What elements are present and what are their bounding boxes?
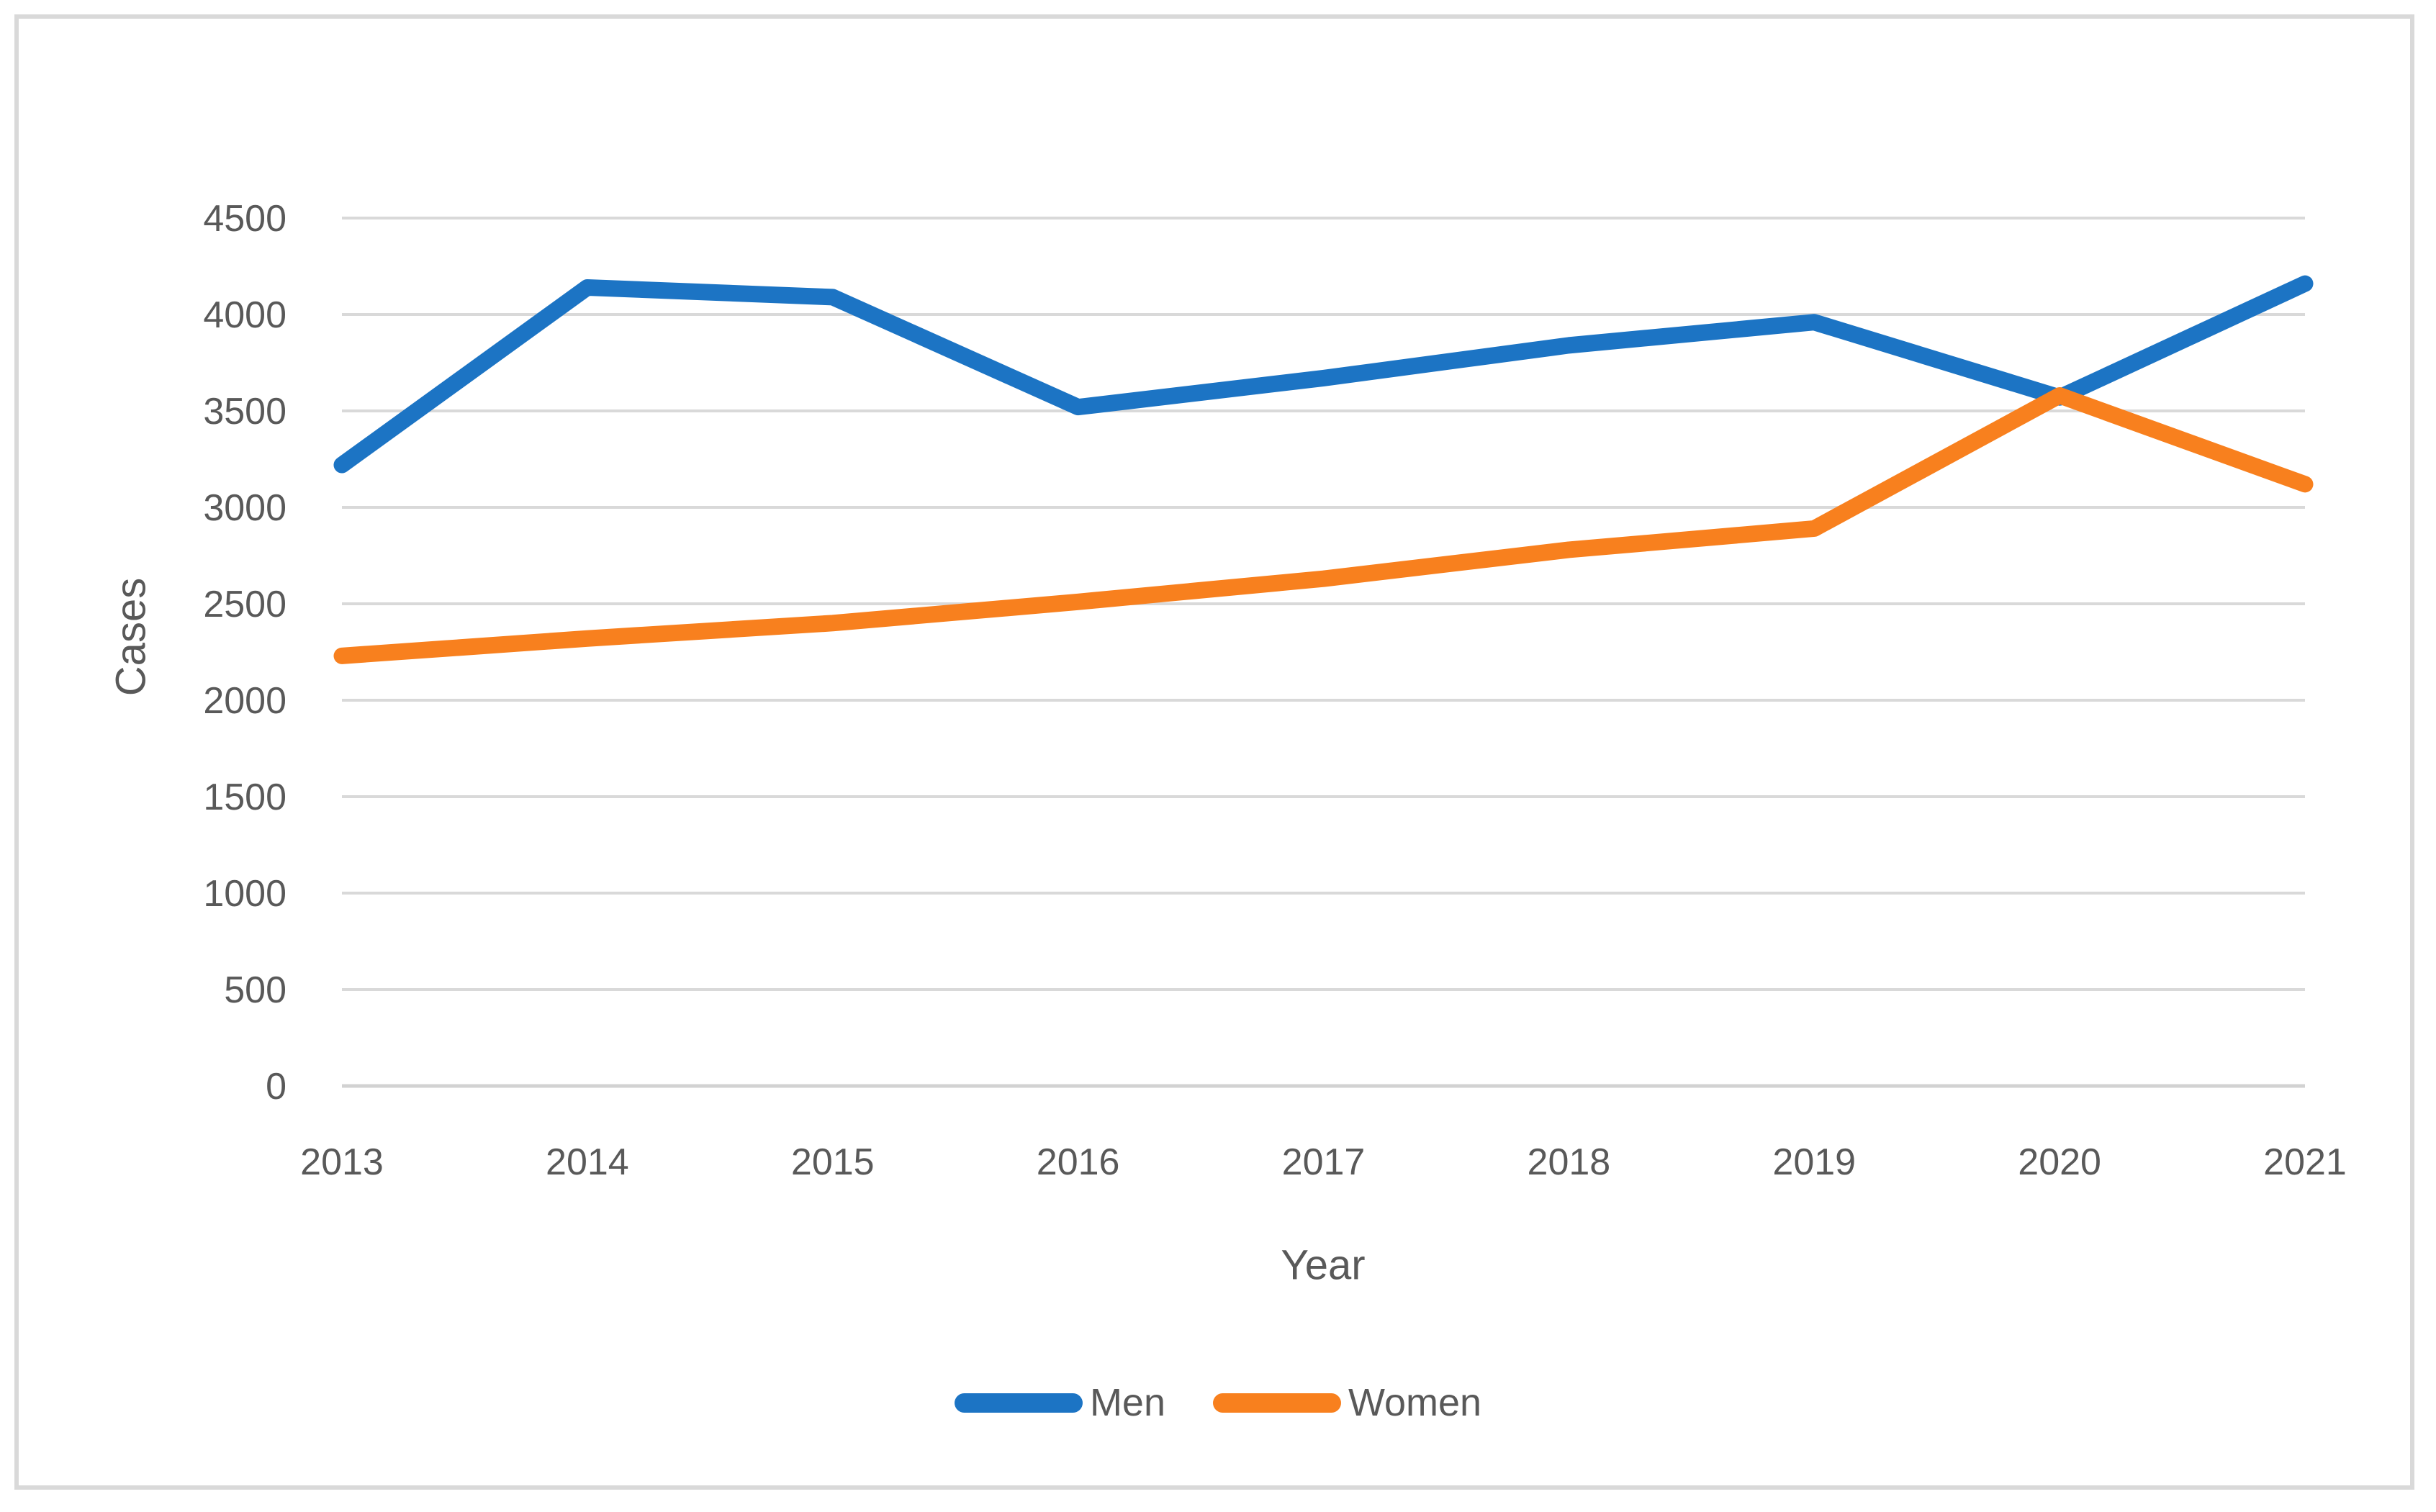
x-tick-label: 2020 (2018, 1141, 2101, 1183)
x-axis-title: Year (1281, 1241, 1366, 1289)
legend: Men Women (0, 1383, 2436, 1422)
x-tick-label: 2018 (1528, 1141, 1611, 1183)
y-tick-label: 0 (266, 1066, 287, 1108)
legend-item-men: Men (954, 1381, 1165, 1424)
x-tick-label: 2014 (546, 1141, 629, 1183)
y-tick-label: 4500 (203, 198, 287, 240)
x-tick-label: 2016 (1037, 1141, 1120, 1183)
y-tick-label: 1500 (203, 777, 287, 818)
women-series-swatch (1212, 1393, 1341, 1413)
chart-border-frame (14, 14, 2414, 1490)
legend-item-women: Women (1212, 1381, 1482, 1424)
y-tick-label: 3500 (203, 391, 287, 433)
men-series-swatch (954, 1393, 1083, 1413)
x-tick-label: 2017 (1282, 1141, 1366, 1183)
legend-label-women: Women (1348, 1381, 1482, 1424)
y-tick-label: 3000 (203, 487, 287, 529)
x-tick-label: 2013 (300, 1141, 384, 1183)
legend-label-men: Men (1089, 1381, 1165, 1424)
women-series-line (333, 387, 2314, 664)
men-series-line (333, 275, 2314, 474)
y-tick-label: 2000 (203, 680, 287, 722)
y-tick-label: 4000 (203, 294, 287, 336)
x-tick-label: 2019 (1772, 1141, 1856, 1183)
x-tick-label: 2021 (2263, 1141, 2347, 1183)
x-tick-label: 2015 (791, 1141, 875, 1183)
y-tick-label: 2500 (203, 584, 287, 625)
y-axis-title: Cases (107, 577, 155, 697)
y-tick-label: 1000 (203, 873, 287, 915)
y-tick-label: 500 (224, 969, 287, 1011)
